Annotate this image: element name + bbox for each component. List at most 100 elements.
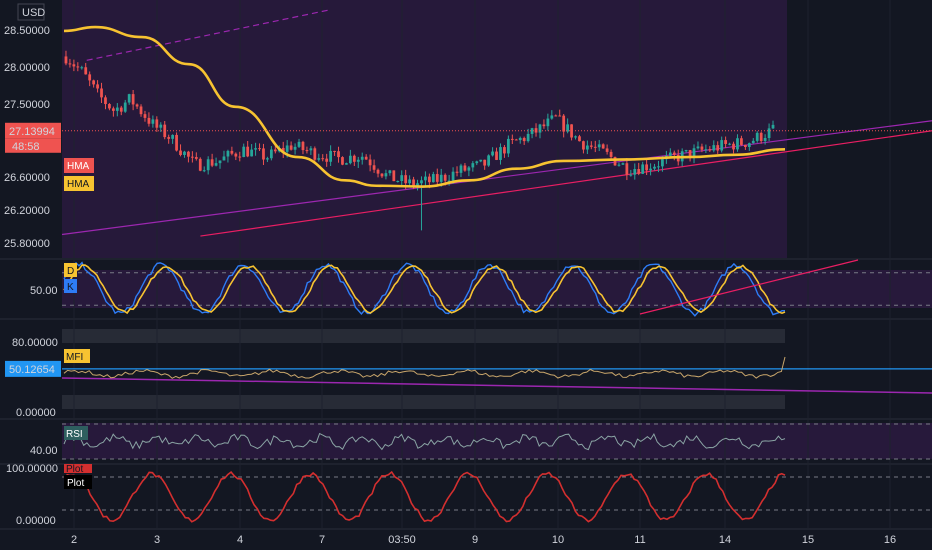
candle-body[interactable] bbox=[226, 150, 230, 157]
candle-body[interactable] bbox=[92, 80, 96, 85]
candle-body[interactable] bbox=[333, 150, 336, 152]
candle-body[interactable] bbox=[104, 97, 107, 105]
hma-legend-tag[interactable] bbox=[64, 158, 94, 173]
candle-body[interactable] bbox=[574, 136, 577, 138]
candle-body[interactable] bbox=[645, 164, 649, 171]
candle-body[interactable] bbox=[728, 143, 731, 145]
candle-body[interactable] bbox=[759, 132, 763, 141]
candle-body[interactable] bbox=[108, 104, 111, 109]
candle-body[interactable] bbox=[578, 136, 581, 142]
price-pane[interactable]: HMA HMA bbox=[61, 9, 932, 237]
candle-body[interactable] bbox=[487, 155, 491, 166]
candle-body[interactable] bbox=[289, 145, 293, 150]
candle-body[interactable] bbox=[175, 134, 178, 151]
candle-body[interactable] bbox=[550, 115, 554, 119]
candle-body[interactable] bbox=[597, 144, 601, 148]
candle-body[interactable] bbox=[724, 140, 728, 144]
candle-body[interactable] bbox=[368, 159, 372, 166]
candle-body[interactable] bbox=[499, 147, 502, 160]
candle-body[interactable] bbox=[404, 175, 408, 184]
candle-body[interactable] bbox=[479, 159, 483, 162]
plot-pane[interactable]: Plot Plot bbox=[62, 464, 932, 523]
candle-body[interactable] bbox=[167, 137, 171, 139]
mfi-legend-tag[interactable] bbox=[64, 349, 90, 363]
stoch-d-line[interactable] bbox=[63, 264, 786, 315]
mfi-value-tag[interactable] bbox=[5, 360, 61, 377]
candle-body[interactable] bbox=[400, 175, 404, 182]
candle-body[interactable] bbox=[159, 124, 163, 128]
candle-body[interactable] bbox=[380, 173, 384, 177]
candle-body[interactable] bbox=[424, 176, 427, 181]
candle-body[interactable] bbox=[206, 159, 210, 171]
candle-body[interactable] bbox=[736, 138, 739, 150]
candle-body[interactable] bbox=[266, 158, 269, 160]
candle-body[interactable] bbox=[214, 163, 218, 166]
candle-body[interactable] bbox=[305, 150, 309, 152]
candle-body[interactable] bbox=[427, 176, 431, 183]
candle-body[interactable] bbox=[459, 165, 463, 173]
candle-body[interactable] bbox=[542, 124, 546, 127]
candle-body[interactable] bbox=[68, 63, 72, 65]
candle-body[interactable] bbox=[64, 56, 68, 64]
candle-body[interactable] bbox=[447, 180, 451, 182]
candle-body[interactable] bbox=[242, 146, 246, 158]
candle-body[interactable] bbox=[657, 166, 660, 168]
candle-body[interactable] bbox=[704, 149, 708, 151]
candle-body[interactable] bbox=[254, 148, 257, 150]
candle-body[interactable] bbox=[743, 144, 747, 147]
candle-body[interactable] bbox=[431, 174, 435, 183]
candle-body[interactable] bbox=[285, 145, 289, 152]
candle-body[interactable] bbox=[262, 148, 265, 160]
candle-body[interactable] bbox=[135, 104, 139, 107]
candle-body[interactable] bbox=[218, 160, 222, 164]
stoch-trendline[interactable] bbox=[639, 259, 859, 315]
candle-body[interactable] bbox=[463, 165, 467, 171]
candle-body[interactable] bbox=[420, 180, 423, 184]
candle-body[interactable] bbox=[139, 106, 143, 115]
mfi-line[interactable] bbox=[63, 356, 786, 379]
candle-body[interactable] bbox=[72, 64, 76, 67]
stoch-legend-tag[interactable] bbox=[64, 263, 77, 277]
candle-body[interactable] bbox=[183, 151, 186, 155]
hma-legend-tag[interactable] bbox=[64, 176, 94, 191]
candle-body[interactable] bbox=[364, 156, 368, 160]
candle-body[interactable] bbox=[210, 159, 214, 166]
candle-body[interactable] bbox=[356, 159, 360, 162]
rsi-legend-tag[interactable] bbox=[64, 426, 88, 440]
candle-body[interactable] bbox=[273, 149, 277, 152]
candle-body[interactable] bbox=[514, 139, 518, 141]
candle-body[interactable] bbox=[621, 163, 625, 165]
candle-body[interactable] bbox=[317, 158, 321, 160]
candle-body[interactable] bbox=[570, 124, 573, 138]
candle-body[interactable] bbox=[510, 138, 514, 140]
candle-body[interactable] bbox=[692, 148, 696, 158]
candle-body[interactable] bbox=[771, 124, 775, 129]
candle-body[interactable] bbox=[609, 151, 613, 157]
candle-body[interactable] bbox=[392, 170, 396, 182]
candle-body[interactable] bbox=[767, 128, 771, 138]
candle-body[interactable] bbox=[495, 151, 498, 160]
candle-body[interactable] bbox=[740, 138, 743, 145]
candle-body[interactable] bbox=[451, 171, 455, 181]
candle-body[interactable] bbox=[412, 179, 415, 186]
rsi-pane[interactable]: RSI bbox=[62, 423, 932, 460]
candle-body[interactable] bbox=[455, 171, 459, 173]
candle-body[interactable] bbox=[100, 88, 103, 98]
candle-body[interactable] bbox=[127, 94, 131, 103]
mfi-trendline[interactable] bbox=[61, 377, 932, 394]
candle-body[interactable] bbox=[408, 179, 412, 184]
candle-body[interactable] bbox=[716, 145, 720, 151]
candle-body[interactable] bbox=[384, 173, 388, 177]
candle-body[interactable] bbox=[712, 145, 716, 151]
candle-body[interactable] bbox=[96, 84, 99, 89]
rsi-line[interactable] bbox=[63, 432, 786, 451]
candle-body[interactable] bbox=[700, 146, 704, 150]
candle-body[interactable] bbox=[198, 158, 202, 171]
candle-body[interactable] bbox=[637, 169, 641, 174]
hma-line[interactable] bbox=[63, 25, 786, 188]
candle-body[interactable] bbox=[471, 163, 475, 168]
candle-body[interactable] bbox=[80, 67, 84, 69]
candle-body[interactable] bbox=[360, 156, 364, 160]
candle-body[interactable] bbox=[325, 158, 329, 162]
